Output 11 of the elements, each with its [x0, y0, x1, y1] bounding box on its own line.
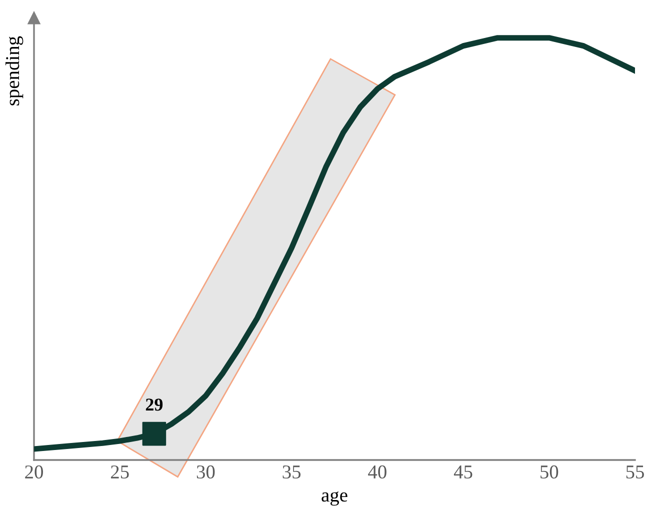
y-axis-title: spending [5, 36, 24, 106]
x-tick-label: 30 [196, 465, 215, 479]
annotation: 29 [146, 398, 163, 411]
x-tick-label: 50 [540, 465, 558, 479]
x-tick-label: 40 [368, 465, 386, 479]
x-tick-label: 45 [454, 466, 472, 479]
x-tick-label: 55 [626, 466, 644, 479]
x-tick-label: 25 [110, 465, 129, 479]
x-tick-label: 35 [282, 465, 301, 479]
x-tick-label: 20 [25, 465, 43, 479]
x-axis-title: age [322, 492, 348, 506]
